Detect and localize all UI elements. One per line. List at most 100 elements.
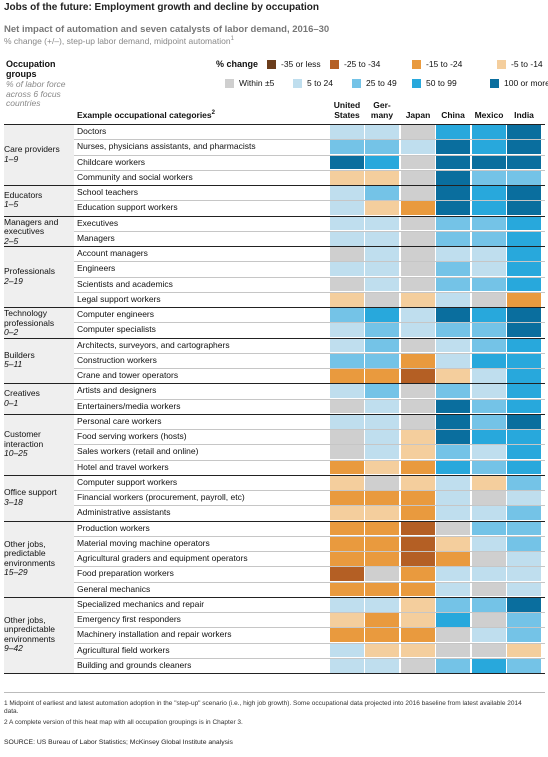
groups-subheader: % of labor force across 6 focus countrie… bbox=[6, 79, 66, 108]
heatmap-cell bbox=[365, 170, 399, 185]
heatmap-cell bbox=[401, 414, 435, 429]
heatmap-cell bbox=[472, 170, 506, 185]
group-name: Care providers bbox=[4, 144, 60, 154]
occupation-label: School teachers bbox=[77, 187, 138, 197]
heatmap-cell bbox=[472, 552, 506, 566]
groups-header: Occupation groups bbox=[6, 59, 56, 79]
legend-label: -15 to -24 bbox=[426, 59, 463, 69]
group-block bbox=[4, 413, 74, 475]
heatmap-cell bbox=[365, 506, 399, 520]
group-block bbox=[4, 246, 74, 307]
heatmap-cell bbox=[507, 536, 541, 551]
heatmap-cell bbox=[401, 384, 435, 398]
row-divider bbox=[74, 535, 545, 537]
heatmap-cell bbox=[401, 292, 435, 307]
group-label: Other jobs, predictable environments 15–2… bbox=[4, 539, 74, 578]
heatmap-cell bbox=[436, 536, 470, 551]
heatmap-cell bbox=[436, 170, 470, 185]
heatmap-cell bbox=[365, 353, 399, 368]
group-range: 0–2 bbox=[4, 327, 19, 337]
heatmap-cell bbox=[401, 597, 435, 612]
occupation-label: Nurses, physicians assistants, and pharm… bbox=[77, 141, 256, 152]
legend-swatch bbox=[497, 59, 506, 69]
heatmap-cell bbox=[507, 414, 541, 429]
heatmap-cell bbox=[472, 582, 506, 597]
heatmap-cell bbox=[401, 567, 435, 581]
heatmap-cell bbox=[365, 323, 399, 337]
heatmap-cell bbox=[330, 216, 364, 231]
country-header: United States bbox=[333, 100, 361, 120]
heatmap-cell bbox=[330, 170, 364, 185]
group-divider bbox=[4, 185, 545, 186]
chart-subnote: % change (+/–), step-up labor demand, mi… bbox=[4, 36, 234, 46]
heatmap-cell bbox=[507, 491, 541, 505]
occupation-label: Financial workers (procurement, payroll,… bbox=[77, 492, 245, 502]
row-divider bbox=[74, 459, 545, 461]
occupation-label: Account managers bbox=[77, 248, 148, 258]
heatmap-cell bbox=[330, 247, 364, 261]
occupation-label: Food preparation workers bbox=[77, 568, 174, 579]
legend-item: -35 or less bbox=[267, 59, 321, 69]
heatmap-cell bbox=[507, 445, 541, 459]
heatmap-cell bbox=[436, 125, 470, 139]
heatmap-cell bbox=[365, 308, 399, 322]
table-bottom-line bbox=[4, 673, 545, 674]
heatmap-cell bbox=[507, 582, 541, 597]
subnote-text: % change (+/–), step-up labor demand, mi… bbox=[4, 36, 231, 46]
heatmap-cell bbox=[507, 475, 541, 490]
occupation-label: Architects, surveyors, and cartographers bbox=[77, 339, 230, 350]
heatmap-cell bbox=[472, 338, 506, 353]
heatmap-cell bbox=[330, 643, 364, 658]
row-divider bbox=[74, 352, 545, 354]
heatmap-cell bbox=[472, 460, 506, 475]
heatmap-cell bbox=[401, 277, 435, 292]
heatmap-cell bbox=[507, 567, 541, 581]
heatmap-cell bbox=[472, 353, 506, 368]
legend-label: -35 or less bbox=[281, 59, 321, 69]
occupation-label: Agricultural field workers bbox=[77, 644, 170, 655]
legend-item: 100 or more bbox=[490, 78, 548, 88]
heatmap-cell bbox=[507, 231, 541, 246]
heatmap-cell bbox=[507, 597, 541, 612]
heatmap-cell bbox=[436, 658, 470, 673]
occupation-label: Specialized mechanics and repair bbox=[77, 598, 205, 609]
heatmap-cell bbox=[436, 231, 470, 246]
row-divider bbox=[74, 200, 545, 202]
row-divider bbox=[74, 276, 545, 278]
heatmap-cell bbox=[401, 125, 435, 139]
group-range: 1–9 bbox=[4, 153, 19, 164]
row-divider bbox=[74, 505, 545, 507]
row-divider bbox=[74, 551, 545, 552]
row-divider bbox=[74, 581, 545, 583]
group-divider bbox=[4, 413, 545, 415]
heatmap-cell bbox=[401, 186, 435, 200]
occupation-label: Artists and designers bbox=[77, 385, 157, 396]
row-divider bbox=[74, 627, 545, 629]
heatmap-cell bbox=[365, 491, 399, 505]
heatmap-cell bbox=[330, 140, 364, 154]
group-name: Professionals bbox=[4, 266, 56, 276]
group-divider bbox=[4, 124, 545, 125]
occupation-label: Hotel and travel workers bbox=[77, 461, 169, 472]
heatmap-cell bbox=[472, 186, 506, 200]
legend-swatch bbox=[490, 78, 499, 88]
heatmap-cell bbox=[436, 353, 470, 368]
heatmap-cell bbox=[472, 536, 506, 551]
heatmap-cell bbox=[436, 186, 470, 200]
heatmap-cell bbox=[330, 125, 364, 139]
heatmap-cell bbox=[472, 384, 506, 398]
footnote-divider bbox=[4, 692, 545, 693]
heatmap-cell bbox=[436, 643, 470, 658]
chart-subtitle: Net impact of automation and seven catal… bbox=[4, 24, 330, 35]
heatmap-cell bbox=[365, 277, 399, 292]
row-divider bbox=[74, 657, 545, 659]
occupation-label: Administrative assistants bbox=[77, 507, 171, 518]
occupation-label: Computer specialists bbox=[77, 324, 156, 335]
heatmap-cell bbox=[472, 658, 506, 673]
heatmap-cell bbox=[330, 460, 364, 475]
group-name: Other jobs, unpredictable environments bbox=[4, 614, 56, 644]
heatmap-cell bbox=[507, 552, 541, 566]
row-divider bbox=[74, 322, 545, 324]
group-block bbox=[4, 383, 74, 414]
country-header: Ger-many bbox=[370, 100, 394, 120]
